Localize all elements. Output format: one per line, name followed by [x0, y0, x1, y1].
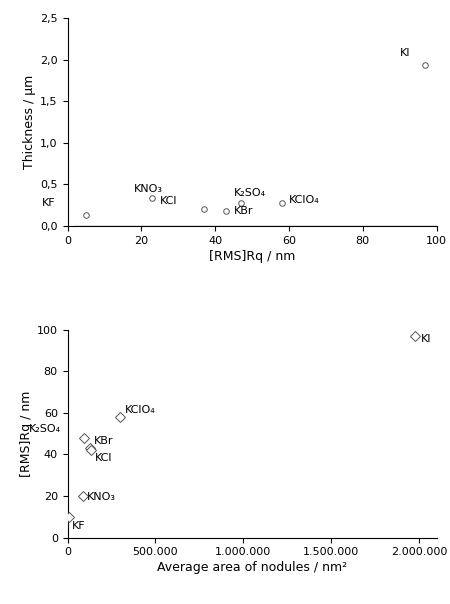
Text: KI: KI	[400, 48, 410, 58]
Text: KCl: KCl	[95, 453, 112, 463]
Text: K₂SO₄: K₂SO₄	[234, 188, 266, 199]
Y-axis label: Thickness / μm: Thickness / μm	[23, 75, 36, 169]
Text: K₂SO₄: K₂SO₄	[29, 423, 61, 434]
X-axis label: Average area of nodules / nm²: Average area of nodules / nm²	[157, 562, 347, 574]
Text: KBr: KBr	[94, 436, 113, 446]
Text: KClO₄: KClO₄	[125, 405, 155, 415]
Text: KI: KI	[421, 335, 431, 344]
Text: KF: KF	[42, 198, 55, 208]
Text: KNO₃: KNO₃	[134, 184, 163, 194]
Text: KBr: KBr	[234, 206, 253, 216]
Y-axis label: [RMS]Rq / nm: [RMS]Rq / nm	[20, 390, 32, 477]
Text: KNO₃: KNO₃	[87, 492, 116, 503]
X-axis label: [RMS]Rq / nm: [RMS]Rq / nm	[209, 250, 295, 263]
Text: KCl: KCl	[160, 196, 177, 206]
Text: KClO₄: KClO₄	[289, 195, 320, 205]
Text: KF: KF	[72, 521, 85, 532]
